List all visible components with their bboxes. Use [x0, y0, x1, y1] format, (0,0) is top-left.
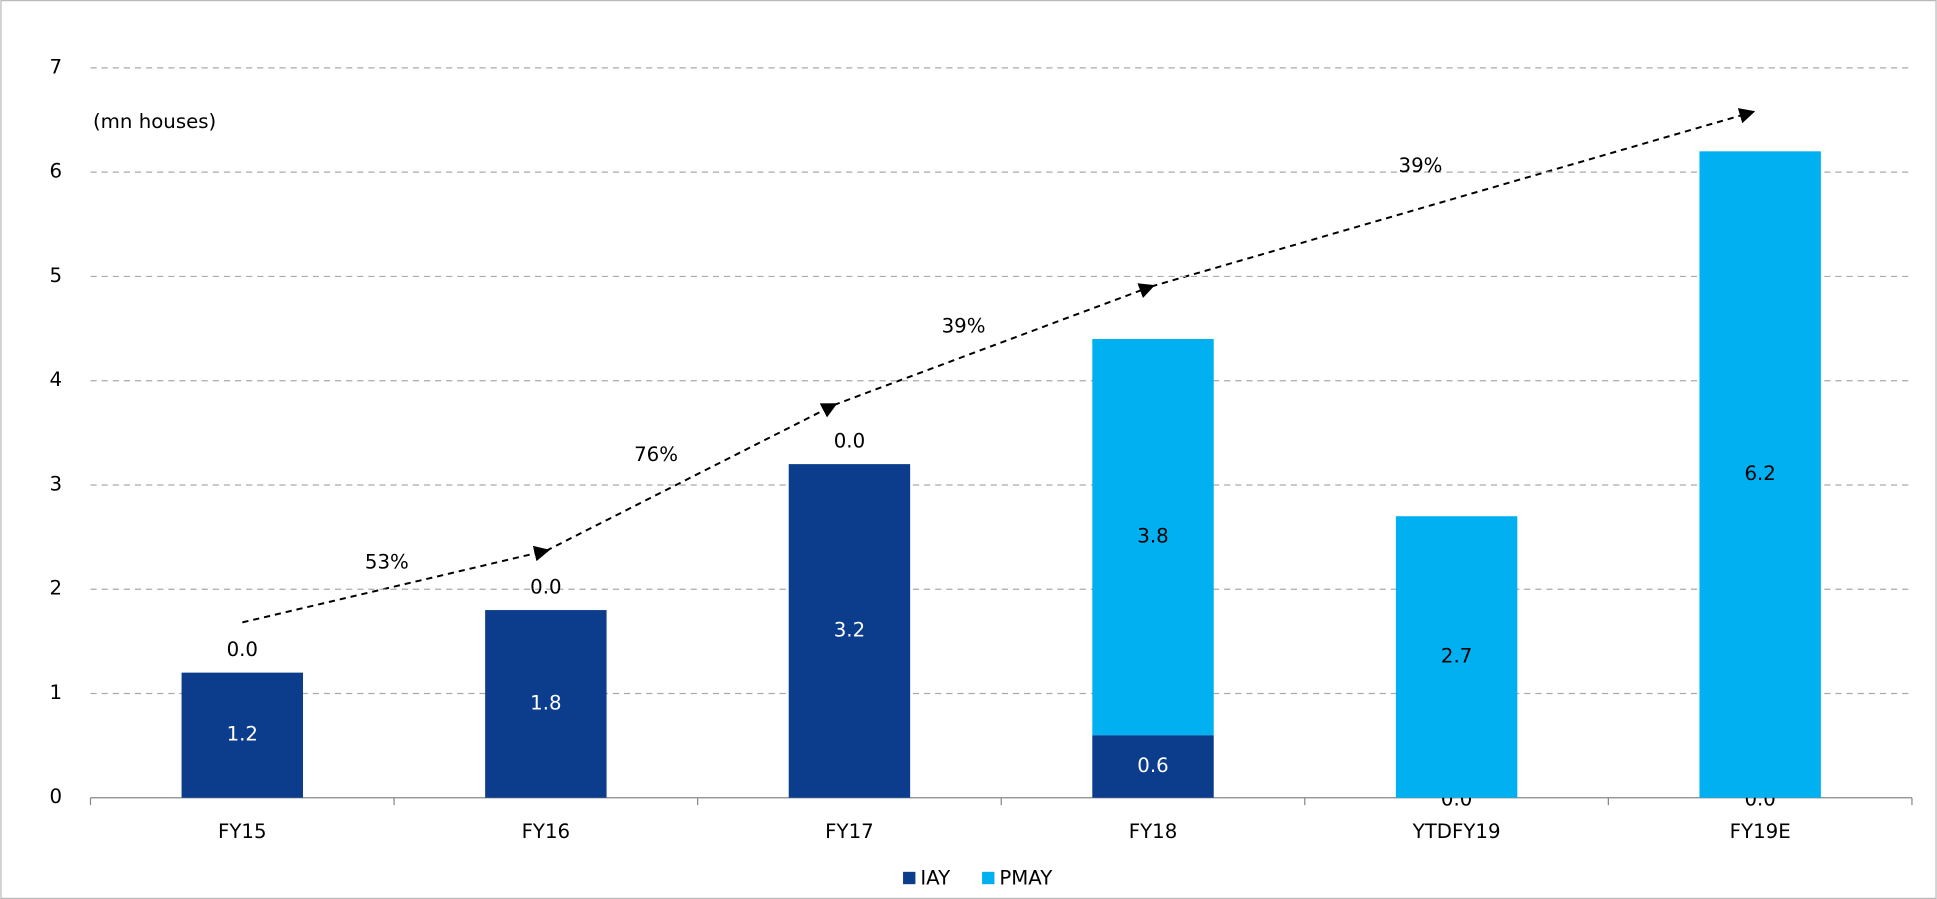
- x-tick-label: FY18: [1129, 820, 1178, 843]
- bar-segment: [1092, 338, 1214, 736]
- y-tick-label: 5: [50, 264, 63, 287]
- x-tick-label: FY19E: [1730, 820, 1791, 843]
- y-axis-label: (mn houses): [93, 110, 216, 133]
- value-label: 1.8: [530, 691, 561, 714]
- value-label: 1.2: [227, 723, 258, 746]
- bar-segment: [181, 672, 303, 798]
- y-tick-label: 2: [50, 577, 63, 600]
- legend-swatch: [982, 871, 995, 885]
- x-tick-label: YTDFY19: [1412, 820, 1501, 843]
- trend-arrows: [242, 108, 1756, 624]
- value-label: 0.0: [227, 638, 258, 661]
- legend-label: PMAY: [999, 867, 1053, 890]
- y-tick-label: 7: [50, 55, 63, 78]
- growth-label: 53%: [365, 551, 409, 574]
- x-tick-label: FY17: [825, 820, 874, 843]
- y-tick-label: 0: [50, 785, 63, 808]
- bar-segment: [788, 464, 911, 798]
- growth-label: 76%: [634, 443, 678, 466]
- value-label: 0.6: [1137, 754, 1168, 777]
- y-tick-label: 3: [50, 472, 63, 495]
- bar-segment: [1395, 516, 1518, 798]
- value-label: 2.7: [1441, 644, 1472, 667]
- bar-segment: [1699, 151, 1821, 798]
- value-label: 0.0: [834, 429, 865, 452]
- value-label: 3.2: [834, 618, 865, 641]
- y-tick-label: 6: [50, 160, 63, 183]
- value-label: 6.2: [1744, 462, 1775, 485]
- growth-label: 39%: [1399, 154, 1443, 177]
- value-label: 0.0: [530, 575, 561, 598]
- value-label: 3.8: [1137, 525, 1168, 548]
- bar-segment: [1092, 735, 1214, 798]
- y-tick-label: 4: [50, 368, 63, 391]
- x-tick-label: FY16: [522, 820, 571, 843]
- bar-segment: [485, 610, 607, 798]
- legend-label: IAY: [920, 867, 951, 890]
- growth-label: 39%: [942, 315, 986, 338]
- y-tick-label: 1: [50, 681, 63, 704]
- x-tick-label: FY15: [218, 820, 267, 843]
- legend-swatch: [903, 871, 916, 885]
